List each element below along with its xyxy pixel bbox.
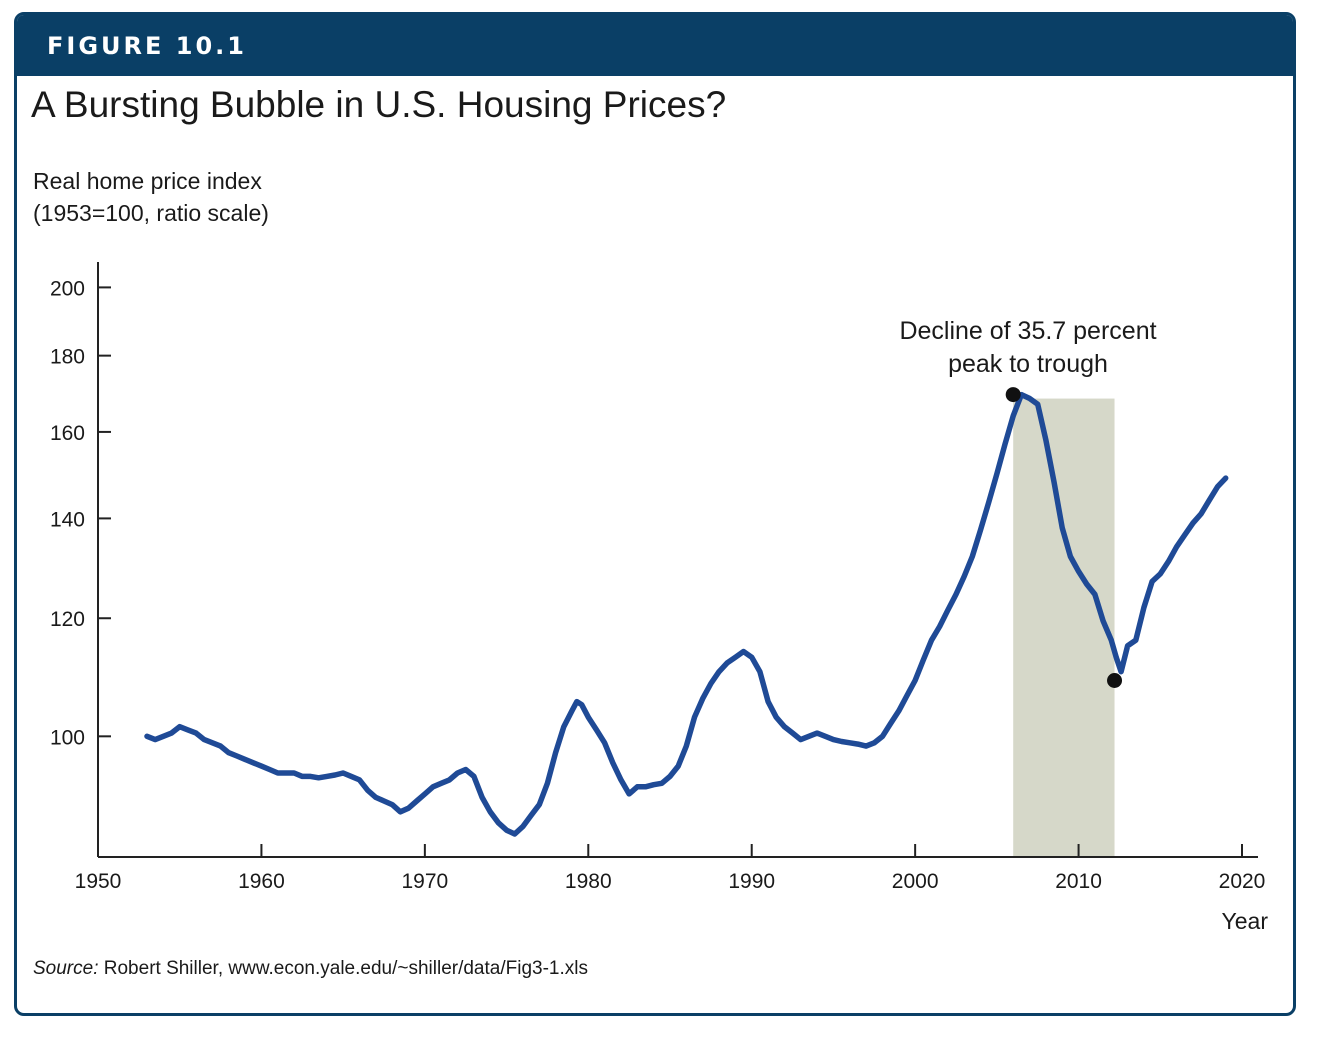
y-tick-label: 200 [50, 277, 85, 300]
x-axis-title: Year [1222, 908, 1269, 934]
y-tick-label: 100 [50, 726, 85, 749]
y-tick-label: 180 [50, 346, 85, 369]
figure-label: FIGURE 10.1 [47, 32, 247, 60]
decline-shaded-region [1013, 398, 1115, 857]
source-label: Source: [33, 958, 99, 979]
y-tick-label: 160 [50, 422, 85, 445]
annotation-line-2: peak to trough [948, 350, 1108, 378]
x-tick-label: 2020 [1219, 870, 1266, 893]
x-tick-label: 1960 [238, 870, 285, 893]
x-tick-label: 1970 [401, 870, 448, 893]
x-tick-label: 1950 [75, 870, 122, 893]
trough-marker [1107, 673, 1123, 689]
x-tick-label: 2000 [892, 870, 939, 893]
x-tick-label: 2010 [1055, 870, 1102, 893]
y-axis-title-line-2: (1953=100, ratio scale) [33, 200, 269, 226]
series-line-home-price-index [144, 391, 1229, 837]
chart-title: A Bursting Bubble in U.S. Housing Prices… [31, 84, 727, 125]
source-text: Robert Shiller, www.econ.yale.edu/~shill… [103, 958, 588, 979]
x-tick-label: 1990 [728, 870, 775, 893]
peak-marker [1005, 387, 1021, 403]
figure-banner: FIGURE 10.1 [17, 15, 1293, 76]
y-axis-title: Real home price index (1953=100, ratio s… [33, 165, 269, 229]
y-tick-label: 120 [50, 608, 85, 631]
source-note: Source: Robert Shiller, www.econ.yale.ed… [33, 958, 588, 980]
y-axis-title-line-1: Real home price index [33, 168, 262, 194]
y-tick-label: 140 [50, 508, 85, 531]
x-tick-label: 1980 [565, 870, 612, 893]
annotation-line-1: Decline of 35.7 percent [899, 317, 1156, 345]
